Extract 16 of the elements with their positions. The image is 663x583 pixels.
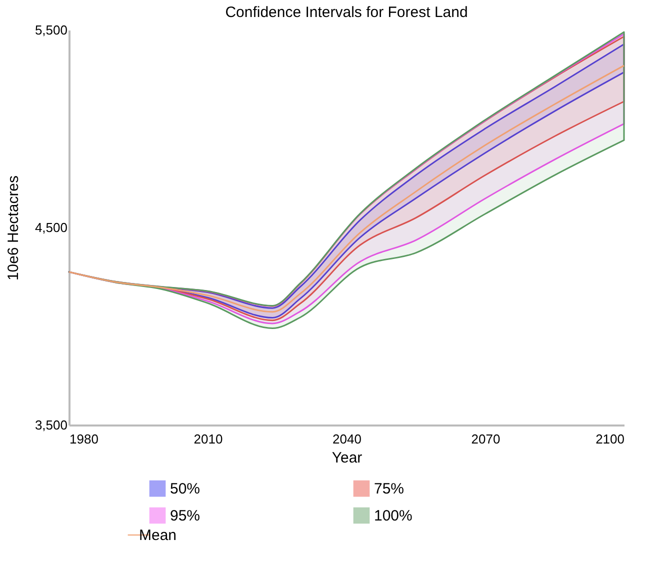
x-tick-label: 2070 bbox=[471, 432, 500, 446]
legend-label: 50% bbox=[170, 480, 200, 498]
x-axis-title: Year bbox=[332, 450, 362, 466]
legend-label: 100% bbox=[374, 508, 412, 524]
x-tick-label: 2100 bbox=[596, 432, 624, 446]
y-tick-label: 4,500 bbox=[34, 220, 68, 235]
legend-label: 75% bbox=[374, 480, 404, 498]
y-tick-label: 5,500 bbox=[34, 22, 68, 38]
x-tick-label: 2040 bbox=[332, 432, 362, 446]
text: Mean bbox=[139, 527, 177, 544]
y-tick-label: 3,500 bbox=[34, 418, 68, 432]
x-tick-label: 1980 bbox=[70, 432, 98, 446]
x-tick-label: 2010 bbox=[194, 432, 223, 446]
y-axis-title: 10e6 Hectacres bbox=[4, 175, 22, 281]
legend-label: 95% bbox=[170, 508, 200, 524]
chart-title: Confidence Intervals for Forest Land bbox=[225, 4, 468, 21]
